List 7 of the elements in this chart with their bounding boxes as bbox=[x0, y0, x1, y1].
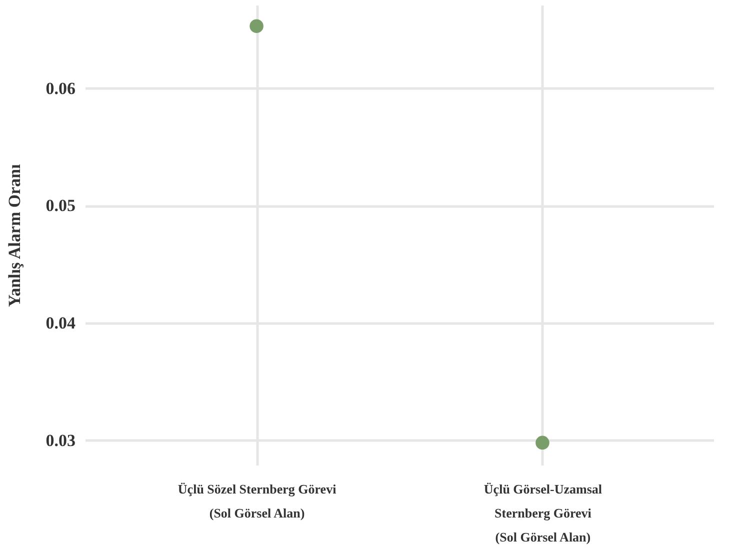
x-tick-label: Üçlü Sözel Sternberg Görevi (Sol Görsel Alan) bbox=[178, 482, 337, 520]
x-tick-label: Üçlü Görsel-Uzamsal Sternberg Görevi (Sol Görsel Alan) bbox=[484, 482, 602, 544]
y-axis-title: Yanlış Alarm Oranı bbox=[4, 164, 24, 307]
y-tick-label: 0.03 bbox=[46, 430, 76, 450]
y-tick-label: 0.06 bbox=[46, 78, 76, 98]
y-tick-label: 0.05 bbox=[46, 196, 76, 216]
y-tick-label: 0.04 bbox=[46, 314, 76, 333]
